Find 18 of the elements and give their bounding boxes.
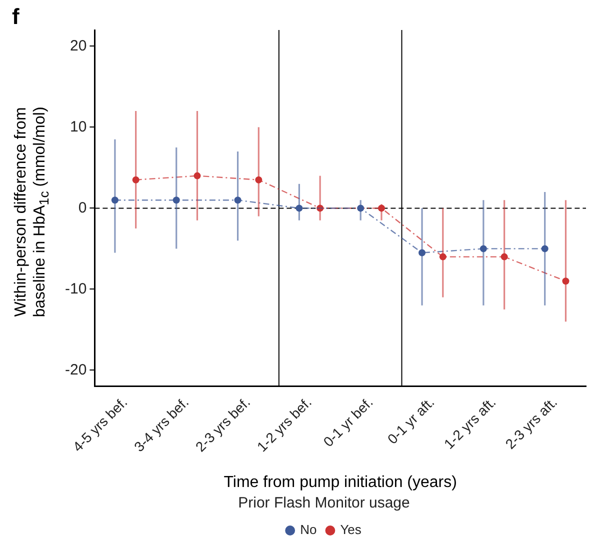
- x-tick-label: 3-4 yrs bef.: [130, 394, 192, 455]
- x-axis-title: Time from pump initiation (years): [224, 474, 457, 491]
- x-tick-label: 2-3 yrs aft.: [502, 394, 560, 452]
- y-tick-label: 0: [78, 199, 87, 216]
- legend-label: Yes: [340, 522, 362, 538]
- chart-title: f: [12, 4, 20, 30]
- x-tick-label: 0-1 yr aft.: [384, 394, 438, 448]
- x-tick-label: 0-1 yr bef.: [320, 394, 376, 450]
- legend-label: No: [300, 522, 317, 538]
- x-tick-label: 1-2 yrs bef.: [254, 394, 314, 455]
- y-tick-label: -20: [64, 361, 87, 378]
- x-tick-label: 4-5 yrs bef.: [69, 394, 130, 455]
- y-tick-label: 10: [70, 118, 87, 136]
- x-tick-label: 2-3 yrs bef.: [192, 394, 254, 455]
- legend-title: Prior Flash Monitor usage: [238, 494, 410, 512]
- y-tick-label: -10: [64, 280, 87, 298]
- x-tick-label: 1-2 yrs aft.: [440, 394, 499, 452]
- y-tick-label: 20: [70, 37, 87, 54]
